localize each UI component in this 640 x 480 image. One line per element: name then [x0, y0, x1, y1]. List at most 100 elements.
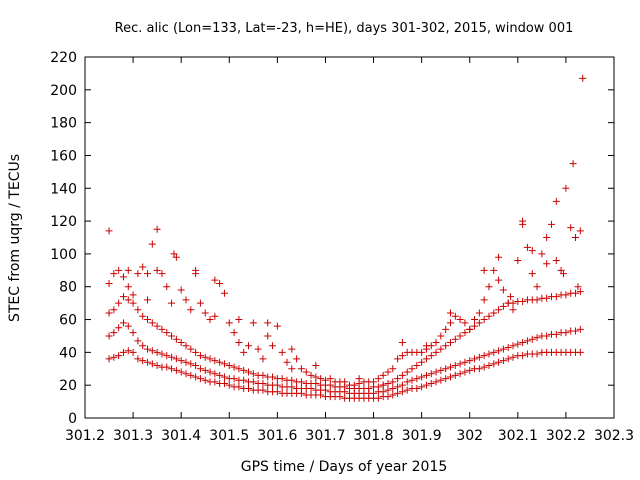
- data-point: [148, 240, 156, 248]
- data-point: [124, 322, 132, 330]
- x-tick-label: 301.8: [353, 428, 393, 444]
- data-point: [543, 332, 551, 340]
- data-point: [225, 319, 233, 327]
- data-point: [225, 361, 233, 369]
- data-point: [278, 375, 286, 383]
- data-point: [105, 309, 113, 317]
- data-point: [533, 283, 541, 291]
- data-point: [398, 352, 406, 360]
- data-point: [201, 309, 209, 317]
- data-point: [163, 283, 171, 291]
- data-point: [168, 353, 176, 361]
- data-point: [370, 378, 378, 386]
- data-point: [398, 388, 406, 396]
- y-tick-label: 160: [50, 148, 77, 164]
- data-point: [509, 342, 517, 350]
- data-point: [201, 376, 209, 384]
- data-point: [192, 266, 200, 274]
- y-tick-label: 40: [59, 345, 77, 361]
- data-point: [504, 299, 512, 307]
- data-point: [403, 386, 411, 394]
- data-point: [216, 371, 224, 379]
- data-point: [182, 296, 190, 304]
- data-point: [119, 319, 127, 327]
- y-tick-label: 20: [59, 378, 77, 394]
- data-point: [538, 250, 546, 258]
- data-point: [196, 365, 204, 373]
- data-point: [471, 355, 479, 363]
- data-point: [220, 373, 228, 381]
- data-point: [403, 378, 411, 386]
- x-tick-label: 301.3: [113, 428, 153, 444]
- data-point: [196, 352, 204, 360]
- data-point: [579, 74, 587, 82]
- data-point: [379, 381, 387, 389]
- data-point: [110, 306, 118, 314]
- data-point: [192, 348, 200, 356]
- data-point: [471, 316, 479, 324]
- data-point: [485, 312, 493, 320]
- data-point: [490, 266, 498, 274]
- data-point: [466, 357, 474, 365]
- data-point: [576, 325, 584, 333]
- data-point: [269, 342, 277, 350]
- y-tick-label: 100: [50, 247, 77, 263]
- tick-labels: 301.2 301.3 301.4 301.5 301.6 301.7 301.8 301.9…: [50, 50, 634, 444]
- data-point: [374, 383, 382, 391]
- data-point: [105, 279, 113, 287]
- data-point: [115, 352, 123, 360]
- data-point: [211, 276, 219, 284]
- data-point: [220, 289, 228, 297]
- axis-ticks: [84, 56, 615, 419]
- data-point: [567, 224, 575, 232]
- data-point: [245, 342, 253, 350]
- data-point: [105, 355, 113, 363]
- x-tick-label: 301.5: [209, 428, 249, 444]
- data-point: [574, 283, 582, 291]
- data-point: [408, 376, 416, 384]
- data-point: [168, 299, 176, 307]
- x-tick-label: 302.2: [546, 428, 586, 444]
- data-point: [144, 316, 152, 324]
- data-point: [475, 365, 483, 373]
- data-point: [519, 339, 527, 347]
- data-point: [437, 376, 445, 384]
- x-tick-label: 302.3: [594, 428, 634, 444]
- data-point: [196, 375, 204, 383]
- data-point: [297, 365, 305, 373]
- data-point: [572, 234, 580, 241]
- y-tick-label: 200: [50, 83, 77, 99]
- data-point: [254, 345, 262, 353]
- data-point: [170, 250, 178, 258]
- data-point: [288, 383, 296, 391]
- data-point: [413, 361, 421, 369]
- data-point: [547, 220, 555, 228]
- data-point: [139, 357, 147, 365]
- data-point: [572, 327, 580, 335]
- data-point: [480, 316, 488, 324]
- data-point: [495, 347, 503, 355]
- data-point: [177, 368, 185, 376]
- data-point: [259, 371, 267, 379]
- data-point: [499, 302, 507, 310]
- data-point: [153, 266, 161, 274]
- data-point: [119, 273, 127, 281]
- data-point: [139, 263, 147, 271]
- data-point: [129, 299, 137, 307]
- data-point: [172, 335, 180, 343]
- data-point: [144, 358, 152, 366]
- data-point: [422, 355, 430, 363]
- data-point: [495, 253, 503, 261]
- data-point: [514, 340, 522, 348]
- data-point: [192, 361, 200, 369]
- data-point: [495, 358, 503, 366]
- data-point: [230, 363, 238, 371]
- data-point: [259, 386, 267, 394]
- x-tick-label: 301.4: [161, 428, 201, 444]
- data-point: [485, 283, 493, 291]
- data-point: [394, 375, 402, 383]
- data-point: [485, 350, 493, 358]
- data-point: [134, 355, 142, 363]
- data-point: [446, 339, 454, 347]
